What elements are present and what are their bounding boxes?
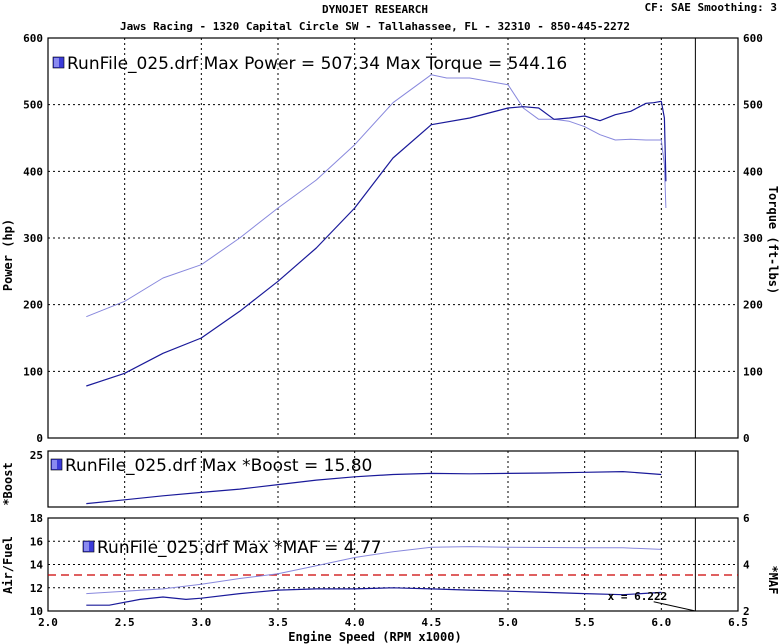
correction-settings: CF: SAE Smoothing: 3 (645, 1, 777, 14)
afr-y-tick-0: 10 (30, 605, 43, 618)
boost-panel-frame (47, 450, 739, 508)
torque-axis-label: Torque (ft-lbs) (766, 186, 780, 294)
power-y-tick-4: 400 (23, 165, 43, 178)
maf-y-tick-2: 6 (743, 512, 750, 525)
cursor-pointer-line (653, 601, 696, 612)
power-y-tick-0: 0 (36, 432, 43, 445)
maf-y-tick-1: 4 (743, 559, 750, 572)
maf-legend: RunFile_025.drf Max *MAF = 4.77 (97, 538, 382, 558)
power-y-tick-2: 200 (23, 299, 43, 312)
maf-line (86, 546, 662, 595)
torque-y-tick-1: 100 (743, 365, 763, 378)
afr-y-tick-1: 12 (30, 582, 43, 595)
cursor-readout: x = 6.222 (608, 590, 668, 603)
x-tick-5: 4.5 (421, 616, 441, 629)
afr-line (86, 587, 662, 606)
afr-y-tick-4: 18 (30, 512, 43, 525)
rpm-axis-label: Engine Speed (RPM x1000) (288, 630, 461, 644)
maf-legend-marker-shade (84, 542, 89, 551)
x-tick-4: 4.0 (345, 616, 365, 629)
power-y-tick-6: 600 (23, 32, 43, 45)
boost-legend: RunFile_025.drf Max *Boost = 15.80 (65, 456, 372, 476)
torque-y-tick-5: 500 (743, 99, 763, 112)
boost-axis-label: *Boost (1, 462, 15, 505)
torque-y-tick-6: 600 (743, 32, 763, 45)
chart-title: DYNOJET RESEARCH (322, 3, 428, 16)
torque-y-tick-0: 0 (743, 432, 750, 445)
boost-y-tick-0: 25 (30, 449, 43, 462)
maf-axis-label: *MAF (766, 566, 780, 595)
x-tick-0: 2.0 (38, 616, 58, 629)
x-tick-8: 6.0 (651, 616, 671, 629)
afr-axis-label: Air/Fuel (1, 536, 15, 594)
torque-y-tick-3: 300 (743, 232, 763, 245)
power-line (86, 100, 667, 387)
x-tick-6: 5.0 (498, 616, 518, 629)
x-tick-7: 5.5 (575, 616, 595, 629)
afr-y-tick-3: 16 (30, 535, 44, 548)
maf-y-tick-0: 2 (743, 605, 750, 618)
afr-y-tick-2: 14 (30, 559, 44, 572)
power-axis-label: Power (hp) (1, 219, 15, 291)
power-torque-legend-marker (52, 56, 65, 69)
x-tick-2: 3.0 (191, 616, 211, 629)
x-tick-1: 2.5 (115, 616, 135, 629)
x-tick-9: 6.5 (728, 616, 748, 629)
power-torque-legend: RunFile_025.drf Max Power = 507.34 Max T… (67, 54, 567, 74)
boost-legend-marker (50, 458, 63, 471)
torque-y-tick-4: 400 (743, 165, 763, 178)
power-y-tick-5: 500 (23, 99, 43, 112)
power-torque-legend-marker-shade (54, 58, 59, 67)
x-tick-3: 3.5 (268, 616, 288, 629)
boost-line (86, 471, 662, 505)
boost-legend-marker-shade (52, 460, 57, 469)
power-y-tick-3: 300 (23, 232, 43, 245)
torque-line (86, 74, 667, 318)
torque-y-tick-2: 200 (743, 299, 763, 312)
maf-legend-marker (82, 540, 95, 553)
chart-subtitle: Jaws Racing - 1320 Capital Circle SW - T… (120, 20, 630, 33)
power-y-tick-1: 100 (23, 365, 43, 378)
